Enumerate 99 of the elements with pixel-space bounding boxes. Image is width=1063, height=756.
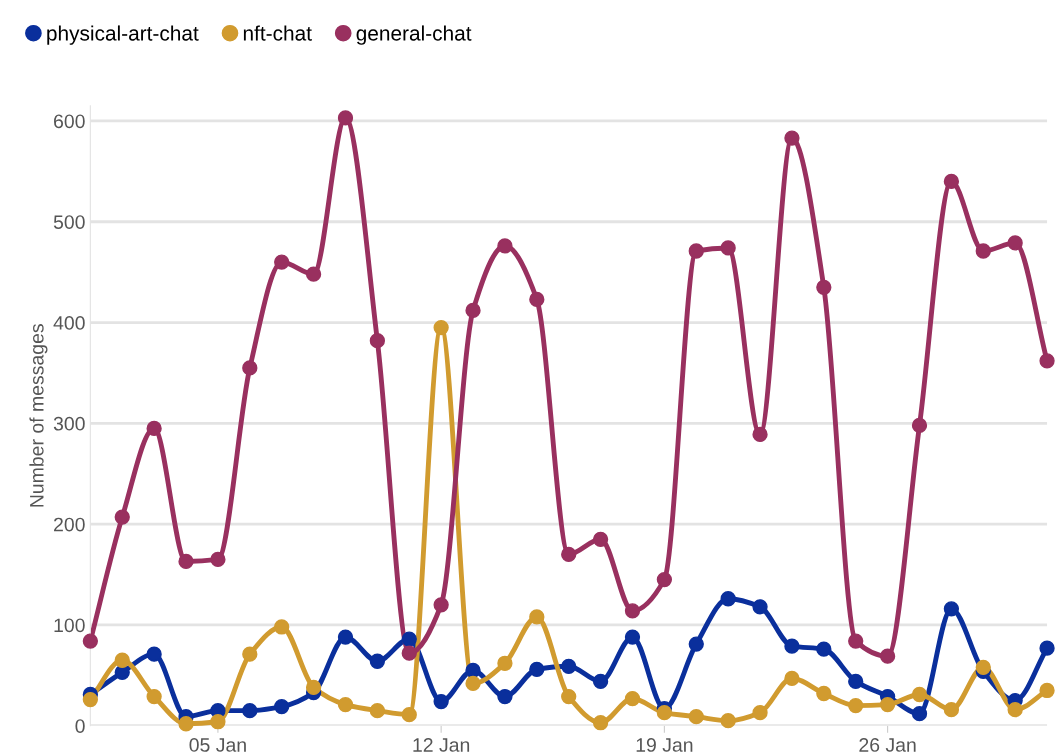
point <box>592 531 609 547</box>
point <box>242 703 258 719</box>
point <box>656 705 673 721</box>
point <box>433 319 449 336</box>
point <box>305 679 322 696</box>
point <box>274 698 290 715</box>
point <box>114 509 130 525</box>
y-tick-label: 300 <box>53 416 85 431</box>
point <box>720 240 736 256</box>
point <box>337 629 354 645</box>
point <box>816 641 832 657</box>
point <box>911 686 928 703</box>
y-tick-label: 500 <box>53 215 85 229</box>
point <box>497 688 513 705</box>
point <box>561 658 577 674</box>
point <box>82 691 98 708</box>
point <box>274 254 290 270</box>
point <box>210 551 226 568</box>
point <box>465 675 481 692</box>
point <box>688 636 704 652</box>
point <box>1039 640 1055 656</box>
point <box>752 705 768 721</box>
point <box>879 648 896 664</box>
point <box>337 110 354 126</box>
point <box>784 670 800 687</box>
x-tick-label: 19 Jan <box>636 738 693 752</box>
point <box>975 243 991 259</box>
y-tick-label: 200 <box>54 517 85 532</box>
point <box>752 426 768 443</box>
point <box>305 266 322 282</box>
legend-label: physical-art-chat <box>47 25 199 45</box>
point <box>242 360 258 376</box>
y-tick-label: 100 <box>54 618 85 633</box>
point <box>274 619 290 635</box>
point <box>592 715 609 731</box>
point <box>242 646 258 662</box>
point <box>433 597 449 613</box>
point <box>656 571 673 588</box>
point <box>975 659 991 675</box>
point <box>943 701 960 718</box>
point <box>369 653 386 669</box>
y-tick-label: 400 <box>53 316 85 330</box>
point <box>624 603 641 619</box>
point <box>529 609 545 625</box>
point <box>401 645 417 661</box>
point <box>720 591 736 607</box>
point <box>752 599 768 615</box>
point <box>337 696 354 713</box>
x-tick-label: 05 Jan <box>189 738 246 752</box>
point <box>1007 701 1023 718</box>
point <box>1039 682 1055 699</box>
point <box>784 130 800 146</box>
y-axis-title: Number of messages <box>29 324 48 507</box>
point <box>401 631 417 647</box>
point <box>816 685 832 702</box>
point <box>529 661 545 677</box>
y-tick-label: 0 <box>75 719 85 733</box>
x-tick-label: 12 Jan <box>413 738 470 752</box>
point <box>465 662 481 678</box>
point <box>1007 235 1023 251</box>
x-tick-label: 26 Jan <box>859 738 916 752</box>
point <box>943 173 960 190</box>
point <box>688 243 704 259</box>
legend-label: general-chat <box>356 25 472 45</box>
point <box>369 703 386 719</box>
point <box>848 673 864 690</box>
point <box>624 629 641 645</box>
point <box>178 553 194 570</box>
point <box>146 646 162 662</box>
point <box>82 633 98 649</box>
point <box>911 417 928 434</box>
point <box>529 291 545 308</box>
point <box>497 655 513 671</box>
point <box>688 709 704 725</box>
point <box>146 688 162 705</box>
y-tick-label: 600 <box>54 114 85 129</box>
point <box>816 279 832 295</box>
point <box>848 697 864 714</box>
point <box>624 690 641 707</box>
point <box>497 238 513 254</box>
point <box>720 713 736 729</box>
point <box>784 638 800 654</box>
point <box>879 696 896 713</box>
point <box>1039 353 1055 369</box>
point <box>210 714 226 730</box>
legend-label: nft-chat <box>243 25 312 41</box>
point <box>465 302 481 319</box>
point <box>561 546 577 563</box>
point <box>114 652 130 668</box>
point <box>943 601 960 617</box>
point <box>911 706 928 722</box>
point <box>146 420 162 437</box>
point <box>178 716 194 732</box>
point <box>592 673 609 690</box>
point <box>561 688 577 705</box>
point <box>848 633 864 649</box>
point <box>369 333 386 349</box>
point <box>433 693 449 710</box>
point <box>401 707 417 723</box>
